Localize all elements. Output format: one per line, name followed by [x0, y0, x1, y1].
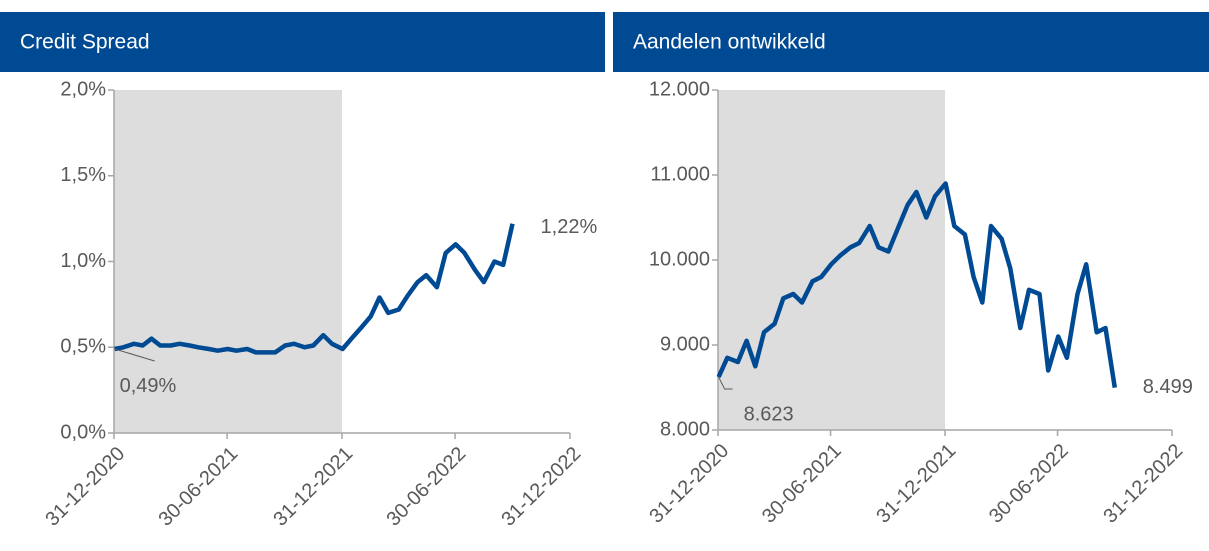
x-tick-label: 30-06-2021	[758, 440, 846, 528]
annotation-label: 1,22%	[541, 216, 598, 238]
header-bar	[0, 12, 605, 72]
header-bar	[613, 12, 1209, 72]
y-tick-label: 8.000	[660, 418, 710, 440]
x-tick-label: 30-06-2022	[985, 440, 1073, 528]
x-tick-label: 31-12-2020	[645, 440, 733, 528]
y-tick-label: 9.000	[660, 333, 710, 355]
y-tick-label: 0,0%	[60, 421, 106, 443]
x-tick-label: 31-12-2021	[872, 440, 960, 528]
shaded-period	[114, 90, 342, 433]
x-tick-label: 31-12-2021	[269, 443, 357, 531]
y-tick-label: 1,5%	[60, 164, 106, 186]
y-tick-label: 0,5%	[60, 336, 106, 358]
chart-title: Credit Spread	[20, 31, 150, 54]
line-series	[716, 181, 1118, 388]
x-tick-label: 30-06-2022	[382, 443, 470, 531]
shaded-period	[718, 90, 945, 430]
annotation-label: 8.623	[744, 403, 794, 425]
y-tick-label: 10.000	[649, 248, 710, 270]
y-tick-label: 11.000	[650, 163, 710, 185]
x-tick-label: 31-12-2020	[41, 443, 129, 531]
annotation-leader	[718, 376, 733, 390]
y-tick-label: 12.000	[649, 78, 710, 100]
x-tick-label: 31-12-2022	[1099, 440, 1187, 528]
chart-title: Aandelen ontwikkeld	[633, 31, 826, 54]
annotation-label: 8.499	[1143, 376, 1193, 398]
x-tick-label: 31-12-2022	[497, 443, 585, 531]
y-tick-label: 1,0%	[60, 250, 106, 272]
annotation-label: 0,49%	[120, 375, 177, 397]
x-tick-label: 30-06-2021	[154, 443, 242, 531]
y-tick-label: 2,0%	[60, 78, 106, 100]
annotation-leader	[114, 348, 155, 362]
line-series	[114, 223, 515, 355]
